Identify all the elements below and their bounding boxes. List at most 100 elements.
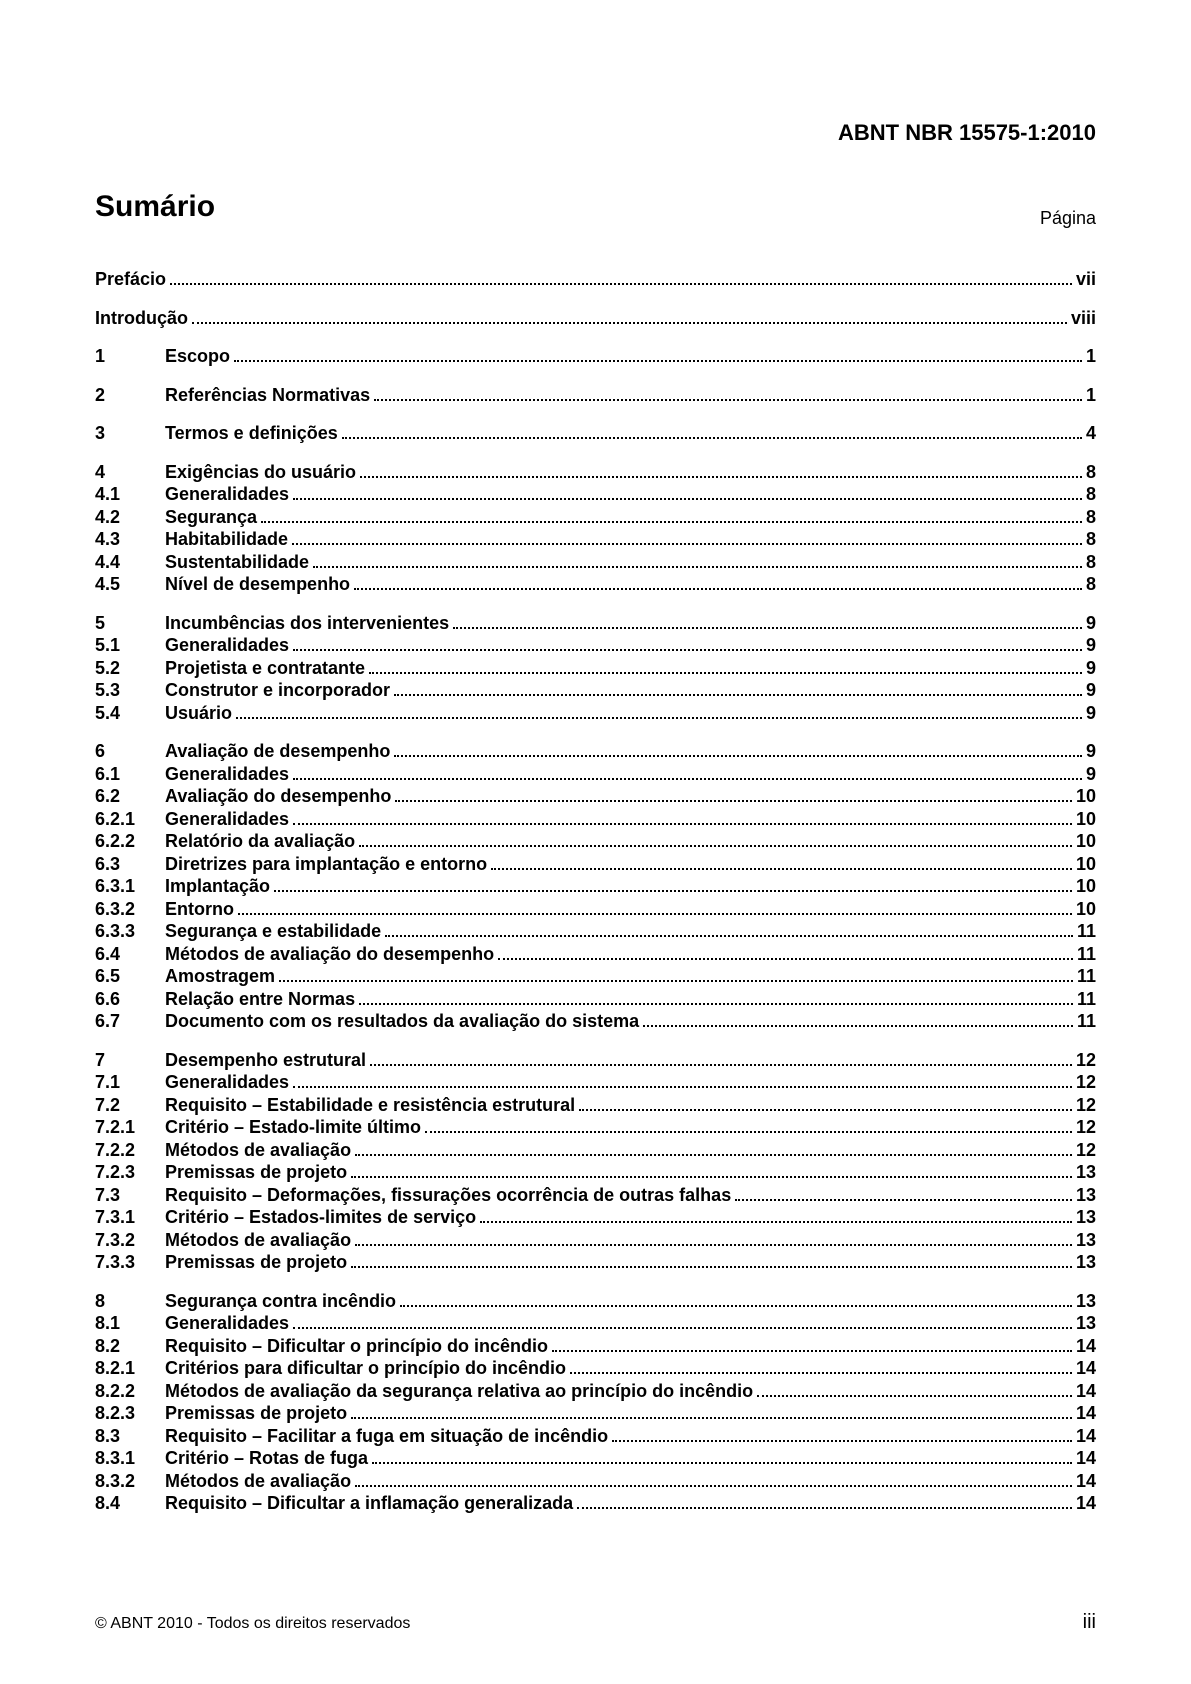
toc-entry-page: 10: [1076, 898, 1096, 921]
toc-entry-page: 1: [1086, 384, 1096, 407]
toc-leader-dots: [394, 742, 1082, 757]
toc-entry-number: 8.2.1: [95, 1357, 165, 1380]
toc-leader-dots: [355, 1141, 1072, 1156]
toc-entry-number: 7.3.1: [95, 1206, 165, 1229]
toc-row: 7.2.3Premissas de projeto13: [95, 1161, 1096, 1184]
toc-leader-dots: [498, 945, 1073, 960]
toc-entry-title: Critério – Rotas de fuga: [165, 1447, 368, 1470]
toc-entry-page: 9: [1086, 657, 1096, 680]
toc-row: 8Segurança contra incêndio13: [95, 1290, 1096, 1313]
toc-entry-number: 3: [95, 422, 165, 445]
table-of-contents: PrefácioviiIntroduçãoviii1Escopo12Referê…: [95, 268, 1096, 1515]
toc-entry-page: 13: [1076, 1229, 1096, 1252]
toc-block: Prefáciovii: [95, 268, 1096, 291]
toc-entry-page: 8: [1086, 483, 1096, 506]
toc-row: 6.2.2Relatório da avaliação10: [95, 830, 1096, 853]
toc-row: 7Desempenho estrutural12: [95, 1049, 1096, 1072]
toc-entry-title: Termos e definições: [165, 422, 338, 445]
toc-leader-dots: [192, 309, 1067, 324]
toc-leader-dots: [313, 553, 1082, 568]
toc-entry-title: Generalidades: [165, 808, 289, 831]
toc-entry-number: 4.2: [95, 506, 165, 529]
toc-leader-dots: [355, 1231, 1072, 1246]
toc-entry-title: Relatório da avaliação: [165, 830, 355, 853]
toc-row: 8.2.3Premissas de projeto14: [95, 1402, 1096, 1425]
toc-row: 6.4Métodos de avaliação do desempenho11: [95, 943, 1096, 966]
toc-row: 6.2.1Generalidades10: [95, 808, 1096, 831]
toc-leader-dots: [735, 1186, 1072, 1201]
toc-row: 6.3.2Entorno10: [95, 898, 1096, 921]
toc-entry-number: 4.3: [95, 528, 165, 551]
toc-leader-dots: [354, 575, 1082, 590]
toc-entry-number: 6.2: [95, 785, 165, 808]
toc-row: 8.2.2Métodos de avaliação da segurança r…: [95, 1380, 1096, 1403]
toc-entry-number: 7.3.3: [95, 1251, 165, 1274]
toc-entry-number: 6.2.1: [95, 808, 165, 831]
toc-row: 5.4Usuário 9: [95, 702, 1096, 725]
toc-entry-page: vii: [1076, 268, 1096, 291]
toc-entry-title: Critério – Estados-limites de serviço: [165, 1206, 476, 1229]
toc-entry-number: 4.1: [95, 483, 165, 506]
toc-entry-number: 5.4: [95, 702, 165, 725]
toc-row: 5.2Projetista e contratante9: [95, 657, 1096, 680]
toc-block: 2Referências Normativas1: [95, 384, 1096, 407]
toc-entry-page: 14: [1076, 1357, 1096, 1380]
standard-code: ABNT NBR 15575-1:2010: [838, 120, 1096, 146]
toc-entry-title: Métodos de avaliação: [165, 1470, 351, 1493]
toc-entry-title: Introdução: [95, 307, 188, 330]
toc-leader-dots: [351, 1404, 1072, 1419]
toc-row: 6.6Relação entre Normas11: [95, 988, 1096, 1011]
toc-entry-number: 4.5: [95, 573, 165, 596]
toc-entry-page: 9: [1086, 634, 1096, 657]
toc-entry-page: 1: [1086, 345, 1096, 368]
toc-entry-page: 11: [1077, 920, 1096, 943]
toc-entry-page: 8: [1086, 461, 1096, 484]
toc-entry-title: Métodos de avaliação da segurança relati…: [165, 1380, 753, 1403]
toc-entry-title: Segurança contra incêndio: [165, 1290, 396, 1313]
toc-row: 8.2.1Critérios para dificultar o princíp…: [95, 1357, 1096, 1380]
toc-entry-title: Usuário: [165, 702, 232, 725]
toc-leader-dots: [351, 1253, 1072, 1268]
toc-entry-number: 4: [95, 461, 165, 484]
toc-leader-dots: [480, 1208, 1072, 1223]
toc-entry-page: 14: [1076, 1335, 1096, 1358]
toc-entry-number: 5.1: [95, 634, 165, 657]
toc-entry-number: 6: [95, 740, 165, 763]
toc-row: 6.5Amostragem11: [95, 965, 1096, 988]
toc-leader-dots: [274, 877, 1072, 892]
toc-entry-number: 8.2.2: [95, 1380, 165, 1403]
toc-entry-title: Entorno: [165, 898, 234, 921]
toc-entry-number: 8.1: [95, 1312, 165, 1335]
toc-entry-title: Documento com os resultados da avaliação…: [165, 1010, 639, 1033]
page-column-label: Página: [1040, 208, 1096, 229]
toc-entry-number: 4.4: [95, 551, 165, 574]
toc-row: 6.2Avaliação do desempenho10: [95, 785, 1096, 808]
toc-entry-number: 7.2.2: [95, 1139, 165, 1162]
toc-entry-page: 14: [1076, 1470, 1096, 1493]
toc-entry-number: 7.2: [95, 1094, 165, 1117]
toc-leader-dots: [757, 1382, 1072, 1397]
toc-entry-page: 9: [1086, 740, 1096, 763]
toc-leader-dots: [238, 900, 1072, 915]
toc-row: 4.3Habitabilidade8: [95, 528, 1096, 551]
toc-entry-page: 9: [1086, 702, 1096, 725]
toc-entry-number: 6.5: [95, 965, 165, 988]
toc-row: 8.3.2Métodos de avaliação14: [95, 1470, 1096, 1493]
toc-leader-dots: [355, 1472, 1072, 1487]
toc-leader-dots: [342, 424, 1082, 439]
toc-entry-title: Implantação: [165, 875, 270, 898]
toc-leader-dots: [425, 1118, 1072, 1133]
toc-row: Prefáciovii: [95, 268, 1096, 291]
toc-entry-number: 1: [95, 345, 165, 368]
toc-row: Introduçãoviii: [95, 307, 1096, 330]
toc-row: 4.1Generalidades8: [95, 483, 1096, 506]
toc-leader-dots: [293, 1073, 1072, 1088]
toc-leader-dots: [292, 530, 1082, 545]
toc-entry-number: 7.2.1: [95, 1116, 165, 1139]
toc-entry-page: 13: [1076, 1161, 1096, 1184]
toc-row: 6.3Diretrizes para implantação e entorno…: [95, 853, 1096, 876]
page-footer: © ABNT 2010 - Todos os direitos reservad…: [95, 1611, 1096, 1634]
toc-entry-page: 4: [1086, 422, 1096, 445]
toc-row: 5Incumbências dos intervenientes9: [95, 612, 1096, 635]
toc-entry-page: 13: [1076, 1290, 1096, 1313]
